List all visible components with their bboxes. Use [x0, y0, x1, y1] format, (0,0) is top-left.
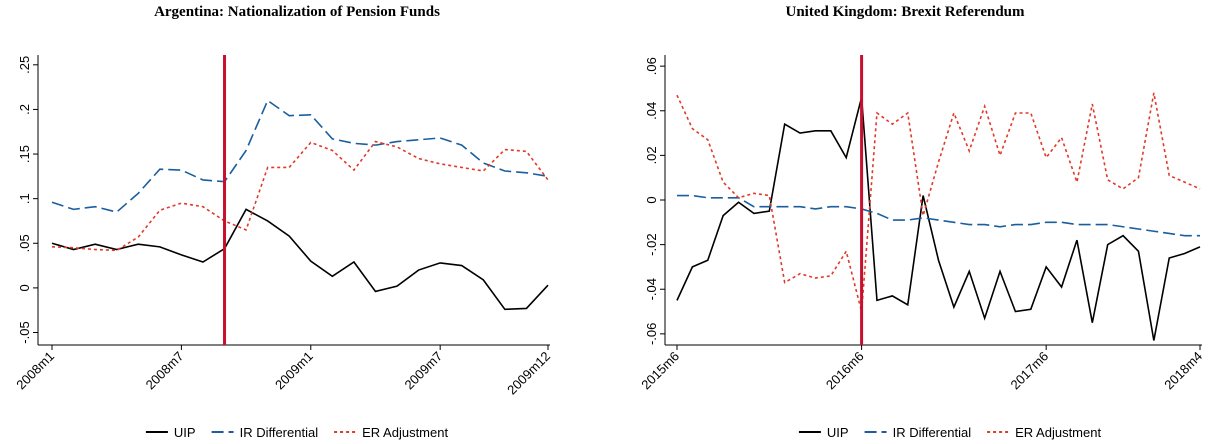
- x-tick-label: 2015m6: [638, 349, 682, 393]
- x-tick-label: 2008m7: [143, 349, 187, 393]
- x-tick-label: 2016m6: [823, 349, 867, 393]
- series-line: [51, 99, 549, 213]
- series-line: [676, 92, 1201, 312]
- x-tick-label: 2008m1: [13, 349, 57, 393]
- y-tick-label: .2: [17, 104, 32, 115]
- y-tick-label: .1: [17, 193, 32, 204]
- series-line: [676, 97, 1201, 341]
- legend-label: IR Differential: [893, 425, 972, 440]
- x-tick-label: 2018m4: [1161, 349, 1205, 393]
- series-line: [51, 208, 549, 311]
- x-tick-label: 2009m12: [504, 349, 553, 398]
- legend-label: ER Adjustment: [1015, 425, 1101, 440]
- series-line: [677, 194, 1200, 237]
- x-tick-label: 2017m6: [1007, 349, 1051, 393]
- legend: UIP IR Differential ER Adjustment: [145, 425, 448, 440]
- legend: UIP IR Differential ER Adjustment: [798, 425, 1101, 440]
- chart-title: United Kingdom: Brexit Referendum: [785, 4, 1025, 20]
- y-tick-label: .04: [644, 102, 659, 120]
- y-tick-label: .06: [644, 57, 659, 75]
- x-tick-label: 2009m1: [272, 349, 316, 393]
- y-tick-label: .02: [644, 146, 659, 164]
- x-tick-label: 2009m7: [401, 349, 445, 393]
- y-tick-label: .15: [17, 145, 32, 163]
- chart-title: Argentina: Nationalization of Pension Fu…: [154, 4, 440, 20]
- legend-label: UIP: [827, 425, 849, 440]
- y-tick-label: -.04: [644, 278, 659, 300]
- y-tick-label: -.05: [17, 321, 32, 343]
- y-tick-label: .05: [17, 234, 32, 252]
- legend-label: UIP: [174, 425, 196, 440]
- y-tick-label: 0: [17, 284, 32, 291]
- legend-label: IR Differential: [240, 425, 319, 440]
- y-tick-label: .25: [17, 56, 32, 74]
- y-tick-label: -.02: [644, 233, 659, 255]
- y-tick-label: -.06: [644, 323, 659, 345]
- series-line: [51, 140, 549, 252]
- y-tick-label: 0: [644, 196, 659, 203]
- legend-label: ER Adjustment: [362, 425, 448, 440]
